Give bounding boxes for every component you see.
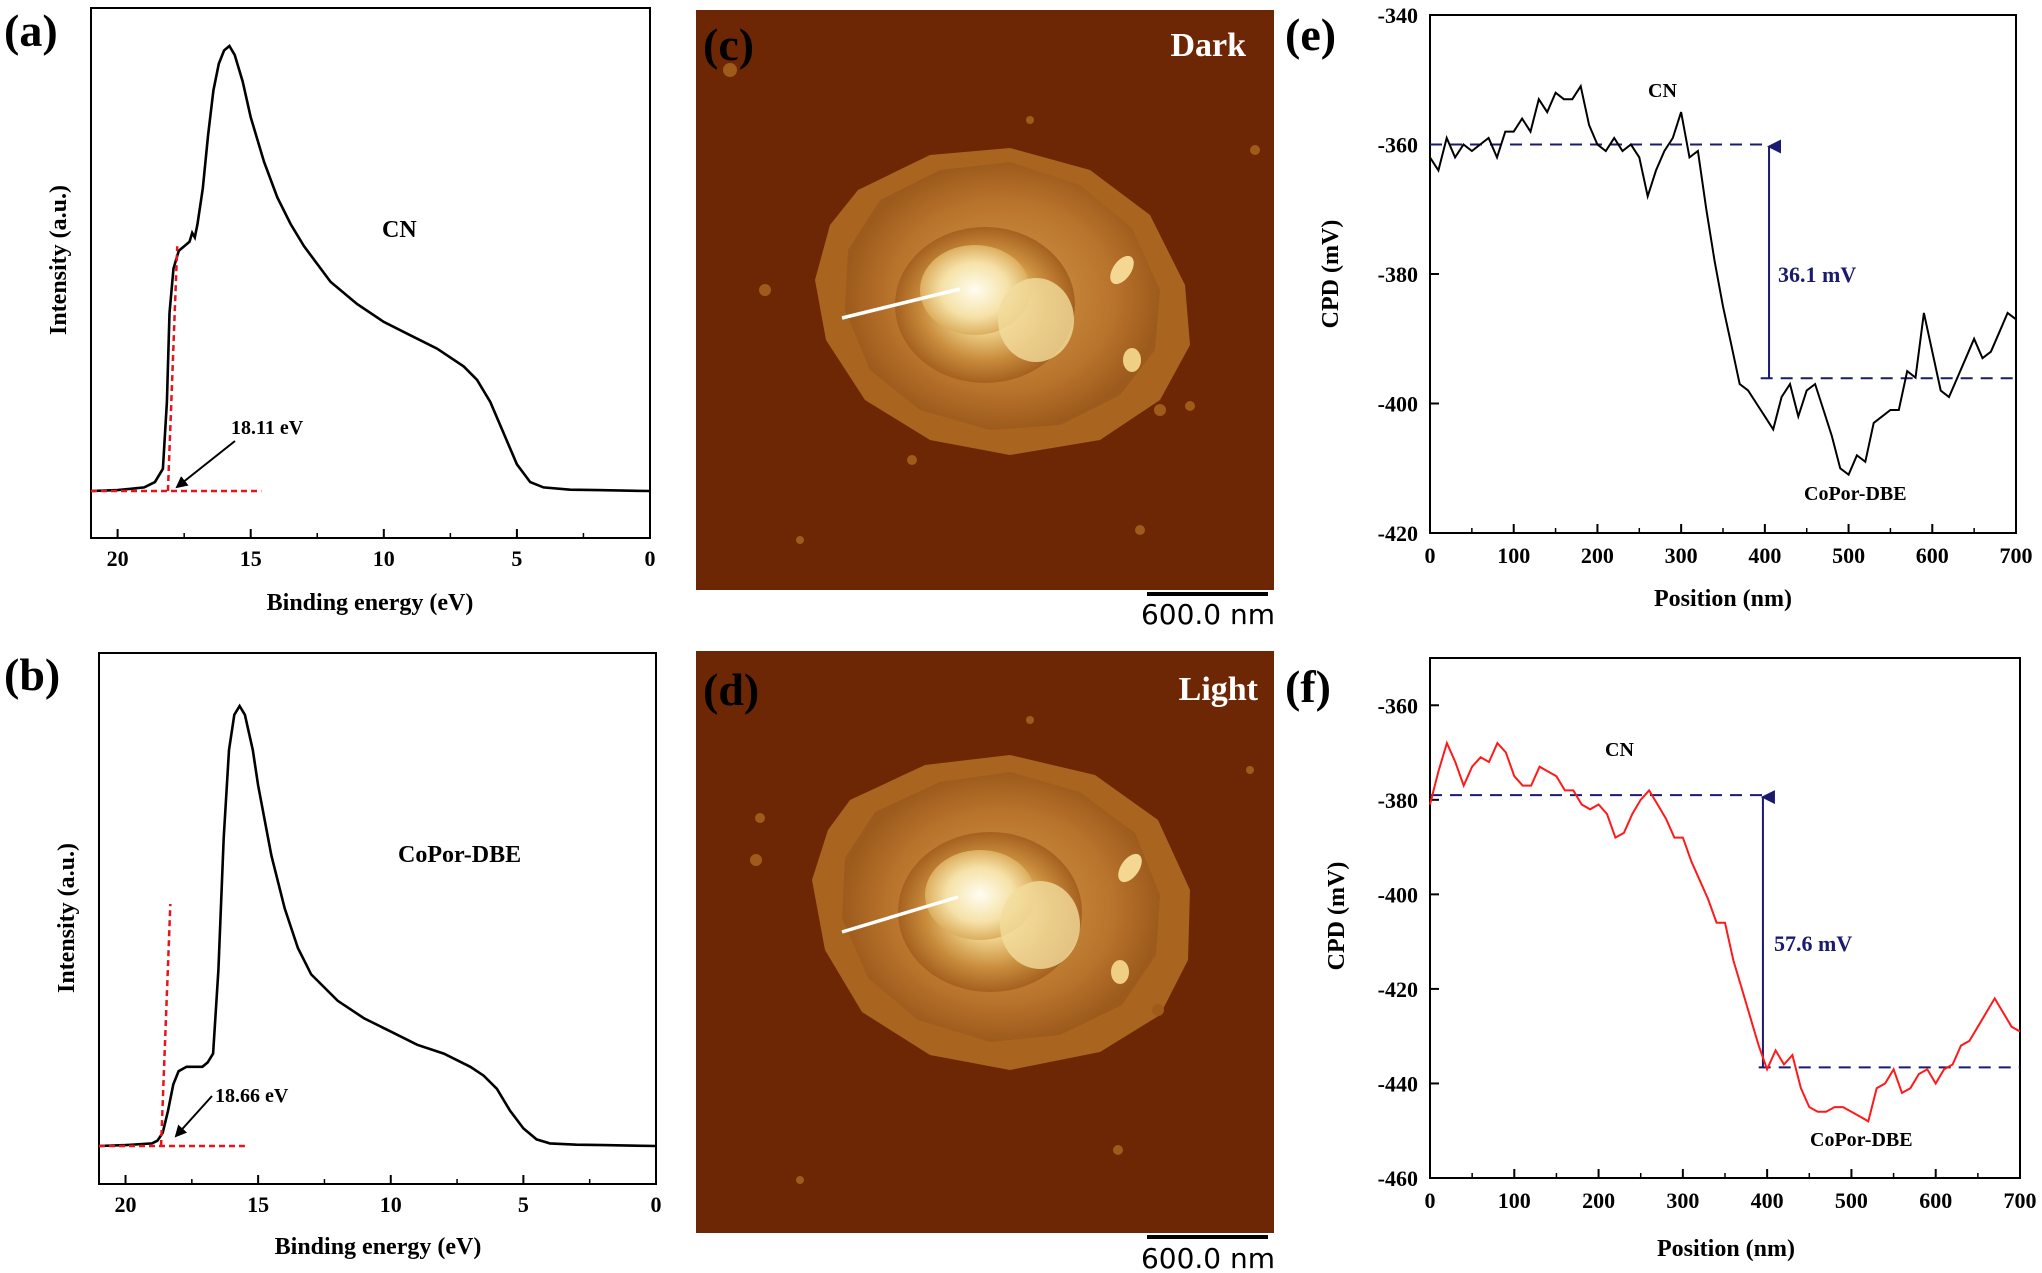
condition-label-d: Light	[1179, 671, 1259, 708]
spectrum-curve-a	[90, 44, 651, 493]
delta-value-e: 36.1 mV	[1778, 262, 1856, 287]
y-tick-label-f: -360	[1378, 693, 1418, 718]
panel-c: (c) Dark 600.0 nm	[696, 10, 1275, 631]
plot-frame-b	[98, 652, 657, 1185]
afm-specks-c	[723, 63, 1260, 544]
x-axis-label-a: Binding energy (eV)	[267, 590, 474, 616]
panel-letter-b: (b)	[4, 649, 60, 700]
x-tick-label-f: 0	[1425, 1188, 1436, 1213]
x-tick-label-b: 20	[115, 1192, 137, 1217]
line-profile-c	[841, 287, 961, 320]
panel-b: (b) 20 15 10 5 0 18.66 eV CoPor-DBE Binding …	[4, 649, 662, 1260]
top-label-e: CN	[1648, 80, 1677, 102]
cutoff-value-b: 18.66 eV	[215, 1085, 289, 1107]
x-tick-label-a: 5	[511, 546, 522, 571]
x-tick-label-b: 15	[247, 1192, 269, 1217]
x-tick-label-a: 10	[373, 546, 395, 571]
plot-frame-e	[1429, 14, 2017, 534]
sample-label-b: CoPor-DBE	[398, 842, 521, 868]
cutoff-fit-line-a	[166, 246, 179, 492]
y-tick-label-f: -460	[1378, 1166, 1418, 1191]
x-tick-label-b: 10	[380, 1192, 402, 1217]
x-tick-label-e: 100	[1497, 543, 1530, 568]
y-tick-label-f: -400	[1378, 882, 1418, 907]
y-tick-label-e: -360	[1378, 133, 1418, 158]
panel-letter-f: (f)	[1285, 661, 1331, 712]
delta-value-f: 57.6 mV	[1774, 931, 1852, 956]
x-tick-label-e: 200	[1581, 543, 1614, 568]
y-tick-label-e: -380	[1378, 262, 1418, 287]
x-tick-label-f: 600	[1919, 1188, 1952, 1213]
x-tick-label-e: 500	[1832, 543, 1865, 568]
x-tick-label-f: 100	[1498, 1188, 1531, 1213]
cutoff-arrow-a	[175, 440, 236, 489]
y-tick-label-f: -420	[1378, 977, 1418, 1002]
y-tick-label-f: -440	[1378, 1071, 1418, 1096]
y-axis-label-f: CPD (mV)	[1324, 862, 1350, 971]
x-tick-label-e: 0	[1425, 543, 1436, 568]
panel-e: (e) 0 100 200 300 400 500 600 700 -340 -360 -380 -4…	[1285, 3, 2033, 612]
sample-label-a: CN	[382, 217, 417, 243]
panel-letter-a: (a)	[4, 5, 58, 56]
cutoff-fit-line-b	[159, 903, 172, 1147]
line-profile-d	[841, 895, 959, 934]
x-axis-label-f: Position (nm)	[1657, 1236, 1795, 1262]
y-axis-label-a: Intensity (a.u.)	[46, 185, 72, 335]
panel-f: (f) 0 100 200 300 400 500 600 700 -360 -380 -400 -4…	[1285, 657, 2037, 1262]
y-tick-label-e: -340	[1378, 3, 1418, 28]
x-tick-label-f: 400	[1751, 1188, 1784, 1213]
scale-bar-label-c: 600.0 nm	[1141, 598, 1275, 631]
cutoff-arrow-b	[174, 1095, 213, 1138]
afm-particle-c	[815, 148, 1190, 455]
x-tick-label-a: 20	[107, 546, 129, 571]
spectrum-curve-b	[98, 703, 657, 1148]
scale-bar-label-d: 600.0 nm	[1141, 1242, 1275, 1273]
y-tick-label-e: -400	[1378, 392, 1418, 417]
y-tick-label-e: -420	[1378, 521, 1418, 546]
x-tick-label-f: 500	[1835, 1188, 1868, 1213]
afm-particle-d	[812, 755, 1190, 1070]
panel-a: (a) 20 15 10 5 0 18.11 eV CN Binding energy …	[4, 5, 656, 616]
afm-specks-d	[750, 716, 1254, 1184]
x-tick-label-a: 15	[240, 546, 262, 571]
x-tick-label-e: 700	[2000, 543, 2033, 568]
x-tick-label-e: 600	[1916, 543, 1949, 568]
panel-letter-c: (c)	[703, 19, 754, 70]
x-tick-label-f: 300	[1666, 1188, 1699, 1213]
panel-letter-d: (d)	[703, 664, 759, 715]
condition-label-c: Dark	[1170, 27, 1246, 64]
cpd-curve-e	[1429, 83, 2017, 477]
x-axis-label-b: Binding energy (eV)	[275, 1234, 482, 1260]
x-tick-label-f: 700	[2004, 1188, 2037, 1213]
x-tick-label-b: 5	[518, 1192, 529, 1217]
x-tick-label-b: 0	[651, 1192, 662, 1217]
x-tick-label-e: 400	[1748, 543, 1781, 568]
x-tick-label-f: 200	[1582, 1188, 1615, 1213]
top-label-f: CN	[1605, 739, 1634, 761]
plot-frame-a	[90, 7, 651, 539]
panel-d: (d) Light 600.0 nm	[696, 651, 1275, 1273]
x-ticks-b: 20 15 10 5 0	[115, 1175, 662, 1217]
x-ticks-a: 20 15 10 5 0	[107, 529, 656, 571]
cpd-curve-f	[1429, 740, 2021, 1123]
y-axis-label-b: Intensity (a.u.)	[54, 843, 80, 993]
bottom-label-e: CoPor-DBE	[1804, 483, 1907, 505]
x-axis-label-e: Position (nm)	[1654, 586, 1792, 612]
axes-ticks-f: 0 100 200 300 400 500 600 700 -360 -380 -400 -420 -4…	[1378, 693, 2037, 1213]
plot-frame-f	[1429, 657, 2021, 1179]
cutoff-value-a: 18.11 eV	[231, 417, 304, 439]
bottom-label-f: CoPor-DBE	[1810, 1129, 1913, 1151]
y-axis-label-e: CPD (mV)	[1318, 220, 1344, 329]
x-tick-label-a: 0	[645, 546, 656, 571]
panel-letter-e: (e)	[1285, 9, 1336, 60]
axes-ticks-e: 0 100 200 300 400 500 600 700 -340 -360 -380 -400 -4…	[1378, 3, 2033, 568]
x-tick-label-e: 300	[1665, 543, 1698, 568]
y-tick-label-f: -380	[1378, 788, 1418, 813]
